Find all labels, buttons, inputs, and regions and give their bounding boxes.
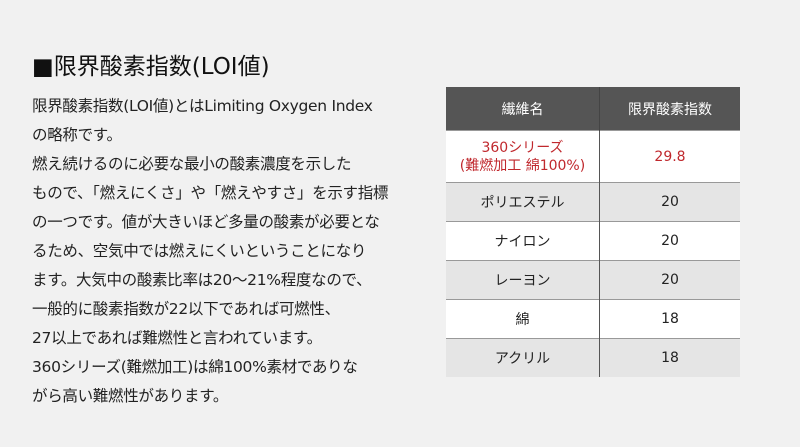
- text-line: 360シリーズ(難燃加工)は綿100%素材でありな: [32, 358, 358, 376]
- fiber-name: 360シリーズ (難燃加工 綿100%): [446, 130, 600, 183]
- text-line: るため、空気中では燃えにくいということになり: [32, 242, 367, 260]
- table-header-row: 繊維名 限界酸素指数: [446, 87, 740, 131]
- loi-value: 20: [599, 182, 740, 222]
- loi-value: 20: [599, 221, 740, 261]
- text-line: 燃え続けるのに必要な最小の酸素濃度を示した: [32, 155, 352, 173]
- table-row-highlight: 360シリーズ (難燃加工 綿100%) 29.8: [446, 130, 740, 183]
- text-line: ます。大気中の酸素比率は20〜21%程度なので、: [32, 271, 372, 289]
- fiber-name: 綿: [446, 299, 600, 339]
- fiber-name: ポリエステル: [446, 182, 600, 222]
- loi-value: 20: [599, 260, 740, 300]
- header-fiber-name: 繊維名: [446, 87, 600, 131]
- fiber-name: レーヨン: [446, 260, 600, 300]
- text-line: 一般的に酸素指数が22以下であれば可燃性、: [32, 300, 340, 318]
- table-row: 綿 18: [446, 299, 740, 339]
- section-title: ■限界酸素指数(LOI値): [32, 54, 270, 80]
- fiber-name: ナイロン: [446, 221, 600, 261]
- text-line: の略称です。: [32, 126, 122, 144]
- fiber-name-line2: (難燃加工 綿100%): [459, 157, 586, 174]
- text-line: 限界酸素指数(LOI値)とはLimiting Oxygen Index: [32, 97, 373, 115]
- loi-table: 繊維名 限界酸素指数 360シリーズ (難燃加工 綿100%) 29.8 ポリエス…: [446, 87, 740, 377]
- text-line: もので、「燃えにくさ」や「燃えやすさ」を示す指標: [32, 184, 389, 202]
- loi-value: 18: [599, 338, 740, 377]
- description-text: 限界酸素指数(LOI値)とはLimiting Oxygen Index の略称で…: [32, 92, 388, 411]
- loi-value: 29.8: [599, 130, 740, 183]
- fiber-name-line1: 360シリーズ: [481, 139, 564, 156]
- table-row: ポリエステル 20: [446, 182, 740, 222]
- header-loi: 限界酸素指数: [599, 87, 740, 131]
- table-row: ナイロン 20: [446, 221, 740, 261]
- fiber-name: アクリル: [446, 338, 600, 377]
- text-line: がら高い難燃性があります。: [32, 387, 229, 405]
- table-row: アクリル 18: [446, 338, 740, 377]
- table-row: レーヨン 20: [446, 260, 740, 300]
- loi-value: 18: [599, 299, 740, 339]
- text-line: 27以上であれば難燃性と言われています。: [32, 329, 322, 347]
- text-line: の一つです。値が大きいほど多量の酸素が必要とな: [32, 213, 380, 231]
